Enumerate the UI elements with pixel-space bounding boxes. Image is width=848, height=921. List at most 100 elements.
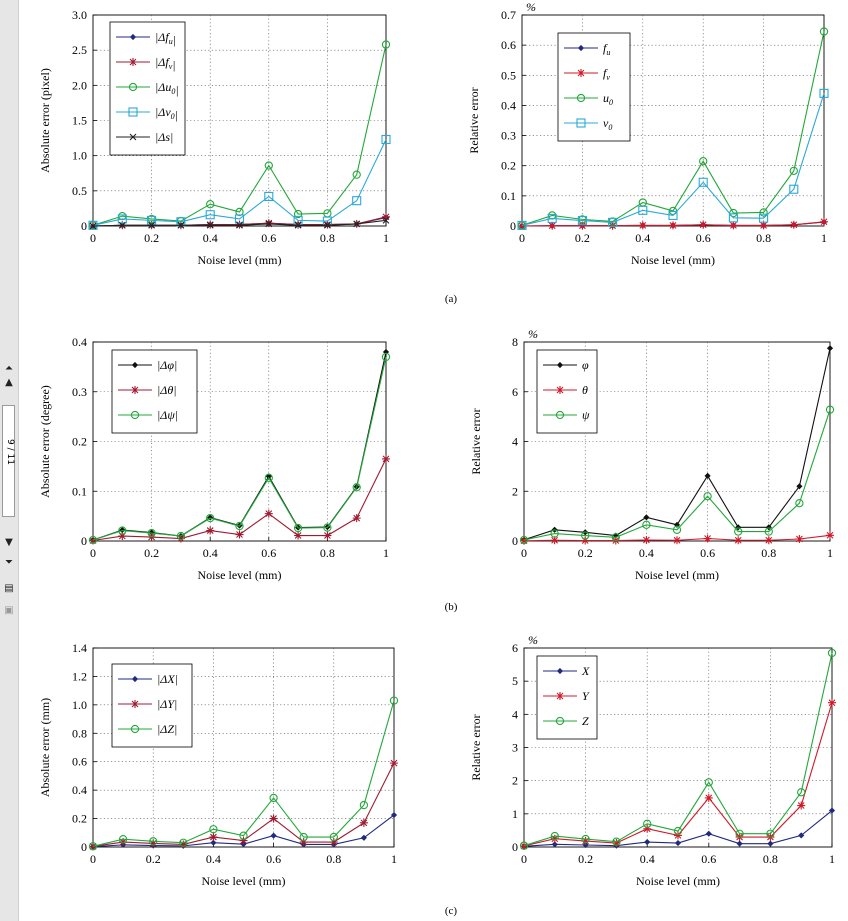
legend-marker — [128, 82, 138, 92]
data-point — [265, 220, 273, 228]
panel-label-a: (a) — [445, 293, 458, 305]
series-3 — [519, 648, 837, 850]
legend-marker — [128, 107, 138, 117]
data-point — [705, 830, 712, 837]
y-tick-label: 4 — [512, 707, 518, 721]
unit-label: % — [528, 327, 538, 341]
data-point — [673, 826, 683, 836]
data-point — [673, 536, 681, 545]
series-3 — [88, 696, 399, 851]
chart-3: 0 0.2 0.4 0.6 0.8 1 0 0.1 0.2 0.3 0.4 Noise level (… — [38, 335, 391, 582]
data-point — [789, 166, 798, 175]
data-point — [209, 833, 218, 842]
save-icon[interactable]: ▣ — [4, 605, 14, 616]
data-point — [668, 210, 678, 220]
legend-label: |Δfv| — [155, 55, 176, 72]
data-point — [352, 170, 361, 179]
data-point — [294, 221, 302, 229]
chart-4: 0 0.2 0.4 0.6 0.8 1 0 2 4 6 8 Noise level (mm) Relat… — [469, 327, 835, 582]
x-tick-label: 0.6 — [701, 852, 716, 866]
data-point — [239, 831, 248, 840]
data-point — [638, 221, 647, 230]
data-point — [176, 531, 186, 541]
y-tick-label: 1.4 — [72, 641, 87, 655]
data-point — [381, 40, 391, 49]
x-tick-label: 0.6 — [696, 231, 711, 245]
data-point — [206, 526, 215, 535]
next-page-icon[interactable]: ▼ — [5, 537, 13, 548]
last-page-icon[interactable]: ⏷ — [5, 557, 13, 568]
y-tick-label: 6 — [512, 641, 518, 655]
series-1 — [520, 807, 836, 850]
x-tick-label: 0 — [90, 231, 96, 245]
legend-label: u0 — [603, 91, 613, 107]
x-axis-label: Noise level (mm) — [635, 568, 719, 582]
data-point — [206, 200, 215, 209]
data-point — [299, 832, 308, 842]
x-axis-label: Noise level (mm) — [631, 253, 715, 267]
panel-label-c: (c) — [445, 905, 458, 917]
print-icon[interactable]: ▤ — [4, 583, 14, 594]
legend-label: fu — [603, 41, 610, 57]
data-point — [736, 840, 743, 847]
x-tick-label: 0.8 — [756, 231, 771, 245]
data-point — [381, 134, 391, 145]
series-3 — [519, 405, 835, 545]
data-point — [206, 513, 215, 523]
data-point — [825, 405, 835, 414]
data-point — [827, 648, 837, 658]
x-axis-label: Noise level (mm) — [636, 874, 720, 888]
data-point — [519, 841, 529, 850]
data-point — [643, 824, 652, 833]
legend-label: Z — [582, 714, 589, 728]
x-tick-label: 0.6 — [700, 546, 715, 560]
data-point — [820, 217, 828, 226]
y-tick-label: 3 — [512, 741, 518, 755]
x-tick-label: 0 — [521, 546, 527, 560]
legend-marker — [129, 58, 137, 66]
series-4 — [517, 88, 829, 230]
data-point — [551, 841, 558, 848]
x-tick-label: 1 — [383, 546, 389, 560]
page-number-box[interactable] — [2, 405, 15, 517]
data-point — [235, 207, 244, 217]
x-tick-label: 0.8 — [320, 546, 335, 560]
x-tick-label: 1 — [383, 231, 389, 245]
data-point — [382, 216, 390, 224]
data-point — [644, 838, 651, 846]
data-point — [550, 834, 559, 843]
data-point — [550, 536, 559, 545]
data-point — [797, 788, 806, 797]
x-tick-label: 1 — [391, 852, 397, 866]
series-line — [92, 44, 387, 226]
legend-marker — [556, 361, 564, 369]
data-point — [239, 836, 248, 845]
data-point — [699, 157, 708, 166]
y-tick-label: 8 — [512, 335, 518, 349]
y-tick-label: 0.8 — [72, 726, 87, 740]
legend-marker — [576, 118, 586, 128]
y-tick-label: 1.0 — [72, 149, 87, 163]
y-tick-label: 0.5 — [501, 68, 516, 82]
data-point — [642, 520, 651, 529]
y-tick-label: 1.2 — [72, 669, 87, 683]
y-tick-label: 0 — [512, 840, 518, 854]
prev-page-icon[interactable]: ▲ — [5, 377, 13, 388]
data-point — [550, 831, 559, 841]
data-point — [118, 532, 127, 541]
y-tick-label: 0.4 — [501, 98, 516, 112]
first-page-icon[interactable]: ⏶ — [5, 363, 13, 374]
legend-label: X — [581, 664, 590, 678]
data-point — [729, 221, 738, 230]
data-point — [206, 221, 214, 229]
data-point — [234, 214, 245, 224]
chart-2: 0 0.2 0.4 0.6 0.8 1 0 0.1 0.2 0.3 0.4 0.5 0.6 0.7 Nois… — [467, 0, 829, 267]
series-line — [523, 652, 833, 847]
data-point — [360, 834, 367, 841]
y-tick-label: 0.3 — [501, 129, 516, 143]
y-tick-label: 0 — [81, 840, 87, 854]
data-point — [795, 535, 804, 544]
data-point — [89, 536, 97, 545]
x-tick-label: 0.4 — [203, 231, 218, 245]
data-point — [294, 531, 303, 540]
